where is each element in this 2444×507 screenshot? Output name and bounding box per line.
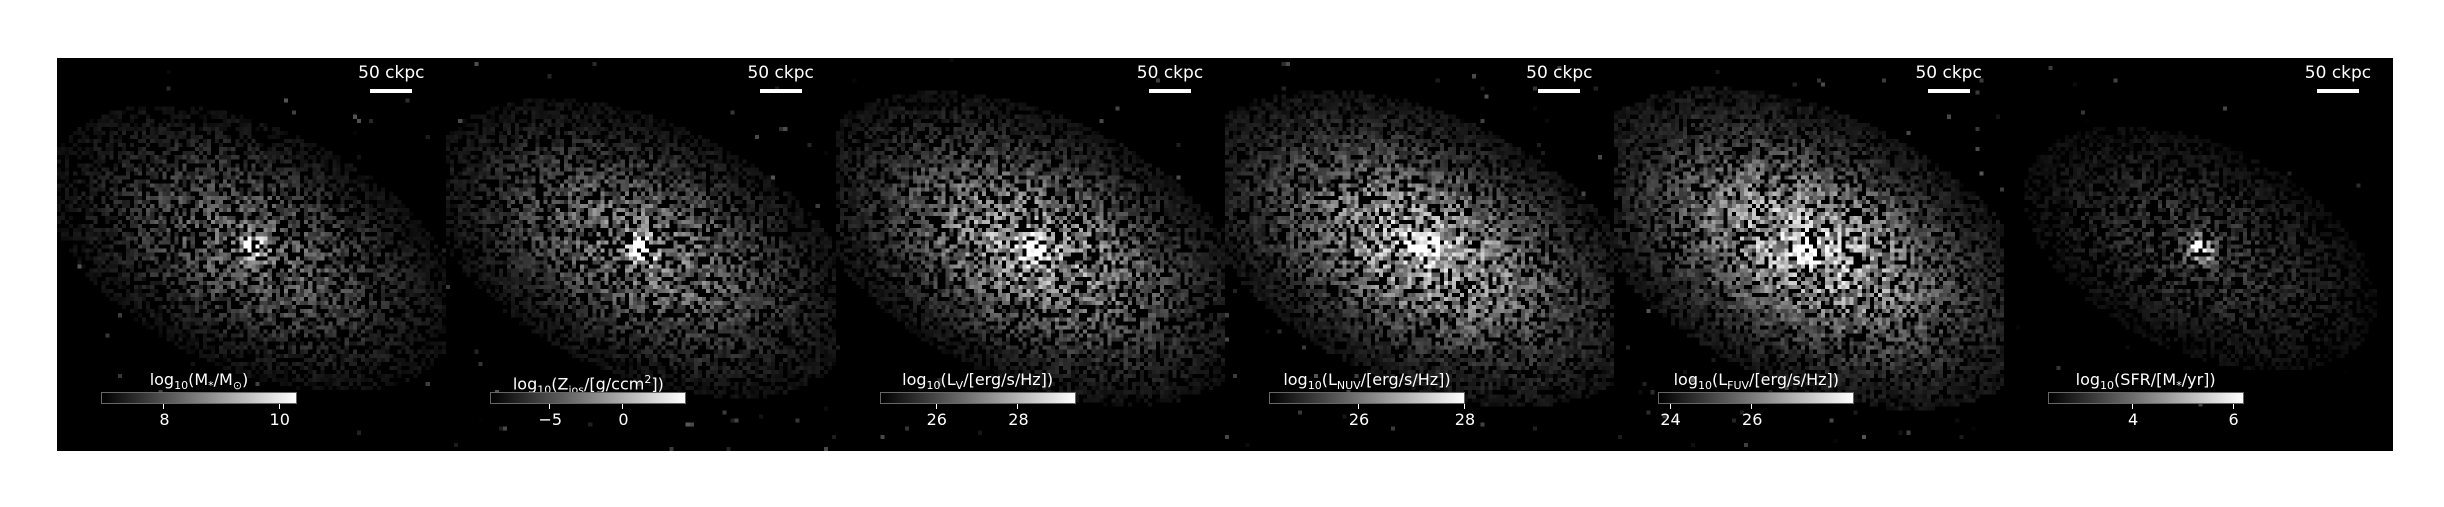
colorbar-gradient (101, 392, 297, 404)
map-panel: 50 ckpc log10(LFUV/[erg/s/Hz]) 24 26 (1614, 58, 2003, 451)
scale-bar-label: 50 ckpc (744, 63, 818, 83)
map-panel: 50 ckpc log10(LV/[erg/s/Hz]) 26 28 (836, 58, 1225, 451)
tick-mark (163, 404, 164, 409)
scale-bar-line (1149, 89, 1191, 93)
tick-mark (1751, 404, 1752, 409)
tick-label: 8 (134, 411, 194, 429)
scale-bar-label: 50 ckpc (354, 63, 428, 83)
tick-label: 26 (1722, 411, 1782, 429)
tick-label: 26 (1329, 411, 1389, 429)
galaxy-maps-figure: 50 ckpc log10(M*/M⊙) 8 10 50 ckpc log10(Zios/… (57, 58, 2393, 451)
tick-mark (1017, 404, 1018, 409)
tick-label: 28 (988, 411, 1048, 429)
scale-bar-label: 50 ckpc (1912, 63, 1986, 83)
colorbar-gradient (2048, 392, 2244, 404)
scale-bar: 50 ckpc (354, 63, 428, 93)
colorbar-gradient (880, 392, 1076, 404)
colorbar-gradient (490, 392, 686, 404)
tick-mark (622, 404, 623, 409)
tick-mark (1670, 404, 1671, 409)
scale-bar-line (2317, 89, 2359, 93)
scale-bar: 50 ckpc (1133, 63, 1207, 93)
tick-label: 26 (907, 411, 967, 429)
scale-bar-label: 50 ckpc (1133, 63, 1207, 83)
colorbar: log10(LFUV/[erg/s/Hz]) 24 26 (1658, 371, 1854, 431)
scale-bar: 50 ckpc (744, 63, 818, 93)
map-panel: 50 ckpc log10(Zios/[g/ccm2]) −5 0 (446, 58, 835, 451)
map-panel: 50 ckpc log10(LNUV/[erg/s/Hz]) 26 28 (1225, 58, 1614, 451)
scale-bar-label: 50 ckpc (1522, 63, 1596, 83)
colorbar: log10(M*/M⊙) 8 10 (101, 371, 297, 431)
colorbar: log10(LNUV/[erg/s/Hz]) 26 28 (1269, 371, 1465, 431)
map-panel: 50 ckpc log10(M*/M⊙) 8 10 (57, 58, 446, 451)
scale-bar: 50 ckpc (1522, 63, 1596, 93)
scale-bar: 50 ckpc (2301, 63, 2375, 93)
scale-bar: 50 ckpc (1912, 63, 1986, 93)
colorbar: log10(LV/[erg/s/Hz]) 26 28 (880, 371, 1076, 431)
tick-label: 0 (593, 411, 653, 429)
scale-bar-line (370, 89, 412, 93)
tick-mark (1464, 404, 1465, 409)
tick-mark (2132, 404, 2133, 409)
tick-label: 24 (1641, 411, 1701, 429)
colorbar-gradient (1269, 392, 1465, 404)
tick-label: 4 (2103, 411, 2163, 429)
colorbar: log10(Zios/[g/ccm2]) −5 0 (490, 371, 686, 431)
colorbar: log10(SFR/[M*/yr]) 4 6 (2048, 371, 2244, 431)
scale-bar-line (1928, 89, 1970, 93)
tick-mark (279, 404, 280, 409)
tick-mark (2233, 404, 2234, 409)
tick-mark (936, 404, 937, 409)
scale-bar-label: 50 ckpc (2301, 63, 2375, 83)
scale-bar-line (760, 89, 802, 93)
tick-label: 6 (2204, 411, 2264, 429)
tick-label: 28 (1435, 411, 1495, 429)
colorbar-gradient (1658, 392, 1854, 404)
tick-label: −5 (520, 411, 580, 429)
tick-mark (1358, 404, 1359, 409)
map-panel: 50 ckpc log10(SFR/[M*/yr]) 4 6 (2004, 58, 2393, 451)
tick-label: 10 (250, 411, 310, 429)
tick-mark (549, 404, 550, 409)
scale-bar-line (1538, 89, 1580, 93)
